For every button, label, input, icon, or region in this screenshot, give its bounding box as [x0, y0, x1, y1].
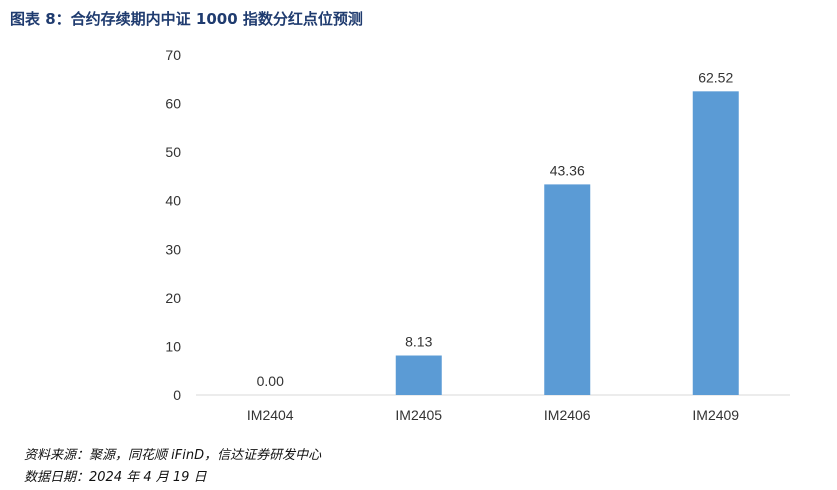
y-tick-label: 30	[165, 241, 181, 257]
x-tick-label: IM2405	[395, 407, 442, 423]
y-tick-label: 10	[165, 338, 181, 354]
chart-title: 图表 8：合约存续期内中证 1000 指数分红点位预测	[10, 10, 363, 28]
data-label: 8.13	[405, 334, 432, 350]
bar-im2409	[692, 91, 739, 396]
x-tick-label: IM2409	[692, 407, 739, 423]
y-tick-label: 70	[165, 47, 181, 63]
y-tick-label: 40	[165, 193, 181, 209]
y-tick-label: 60	[165, 96, 181, 112]
x-tick-label: IM2404	[247, 407, 294, 423]
data-label: 62.52	[698, 69, 733, 85]
x-tick-label: IM2406	[544, 407, 591, 423]
bar-im2406	[544, 184, 591, 395]
bar-chart: 0 10 20 30 40 50 60 70 0.00 8.13 43.36 62.52 IM240…	[165, 47, 790, 423]
date-note: 数据日期：2024 年 4 月 19 日	[24, 470, 207, 485]
y-tick-label: 0	[173, 387, 181, 403]
source-note: 资料来源：聚源，同花顺 iFinD，信达证券研发中心	[24, 448, 322, 463]
y-tick-label: 20	[165, 290, 181, 306]
data-label: 43.36	[550, 162, 585, 178]
y-axis: 0 10 20 30 40 50 60 70	[165, 47, 181, 403]
y-tick-label: 50	[165, 144, 181, 160]
bar-im2405	[395, 355, 442, 395]
data-label: 0.00	[257, 373, 284, 389]
bars: 0.00 8.13 43.36 62.52	[257, 69, 739, 396]
x-axis: IM2404 IM2405 IM2406 IM2409	[247, 407, 739, 423]
